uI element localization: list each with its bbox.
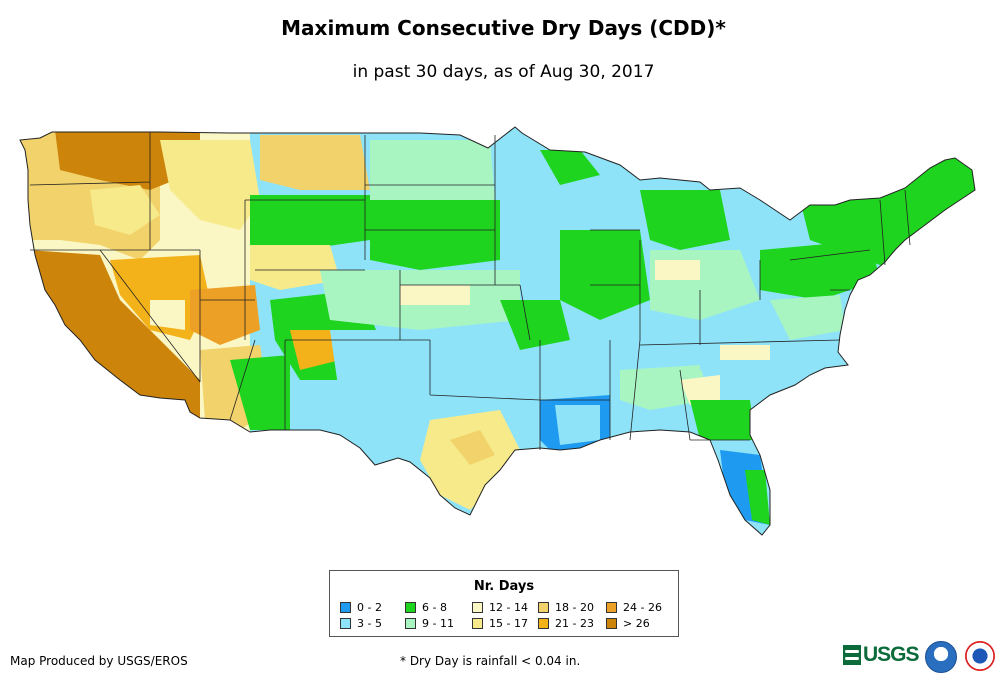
region-in-pocket (655, 260, 700, 280)
legend-swatch (340, 602, 351, 613)
legend-swatch (538, 618, 549, 629)
legend-label: 9 - 11 (422, 617, 454, 630)
legend-item: 18 - 20 (538, 601, 594, 614)
region-michigan (640, 190, 730, 250)
legend-swatch (472, 618, 483, 629)
legend-label: 12 - 14 (489, 601, 528, 614)
legend-item: > 26 (606, 617, 650, 630)
legend: Nr. Days 0 - 2 3 - 5 6 - 8 9 - 11 12 - 1… (329, 570, 679, 637)
legend-item: 21 - 23 (538, 617, 594, 630)
region-dakotas (370, 140, 495, 215)
legend-item: 6 - 8 (405, 601, 447, 614)
region-arizona-e (230, 355, 290, 430)
region-alabama (680, 375, 720, 405)
usgs-logo: USGS (843, 643, 920, 667)
legend-swatch (405, 602, 416, 613)
region-california (28, 250, 200, 430)
region-nc-pocket (720, 345, 770, 360)
legend-item: 12 - 14 (472, 601, 528, 614)
region-nebraska (370, 200, 500, 270)
legend-label: 3 - 5 (357, 617, 382, 630)
map-subtitle: in past 30 days, as of Aug 30, 2017 (352, 62, 655, 82)
legend-label: > 26 (623, 617, 650, 630)
legend-swatch (538, 602, 549, 613)
us-cdd-map (19, 126, 976, 536)
dry-days-regions (20, 127, 975, 535)
region-florida-east (745, 470, 770, 525)
usgs-logo-text: USGS (863, 643, 920, 666)
nws-logo-icon (965, 641, 995, 671)
region-iowa-il (560, 230, 650, 320)
region-montana-e (260, 135, 370, 190)
legend-title: Nr. Days (473, 579, 535, 594)
legend-item: 24 - 26 (606, 601, 662, 614)
legend-label: 6 - 8 (422, 601, 447, 614)
region-wyoming-n (250, 195, 370, 250)
map-title: Maximum Consecutive Dry Days (CDD)* (281, 16, 726, 40)
region-oregon (90, 185, 160, 235)
region-ks-pocket (400, 285, 470, 305)
region-idaho-mt (160, 140, 260, 230)
legend-item: 15 - 17 (472, 617, 528, 630)
region-nv-pocket (150, 300, 185, 330)
legend-swatch (472, 602, 483, 613)
region-wyoming-s (250, 245, 340, 290)
region-la-light (555, 405, 600, 445)
legend-swatch (606, 602, 617, 613)
legend-label: 18 - 20 (555, 601, 594, 614)
legend-item: 0 - 2 (340, 601, 382, 614)
legend-label: 21 - 23 (555, 617, 594, 630)
legend-item: 3 - 5 (340, 617, 382, 630)
legend-label: 24 - 26 (623, 601, 662, 614)
legend-label: 15 - 17 (489, 617, 528, 630)
legend-item: 9 - 11 (405, 617, 454, 630)
legend-swatch (606, 618, 617, 629)
usgs-mark-icon (843, 645, 861, 665)
region-georgia (690, 400, 755, 440)
noaa-logo-icon (925, 641, 957, 673)
footnote-text: * Dry Day is rainfall < 0.04 in. (400, 654, 581, 668)
legend-swatch (340, 618, 351, 629)
region-tx-dry (450, 430, 495, 465)
region-missouri-w (500, 300, 570, 350)
region-mid-atlantic (770, 295, 845, 340)
legend-label: 0 - 2 (357, 601, 382, 614)
region-mn-green (540, 150, 600, 185)
state-boundaries (29, 132, 911, 450)
region-ok-tx (330, 330, 460, 410)
region-pa-ny (760, 240, 880, 300)
legend-swatch (405, 618, 416, 629)
credit-text: Map Produced by USGS/EROS (10, 654, 188, 668)
